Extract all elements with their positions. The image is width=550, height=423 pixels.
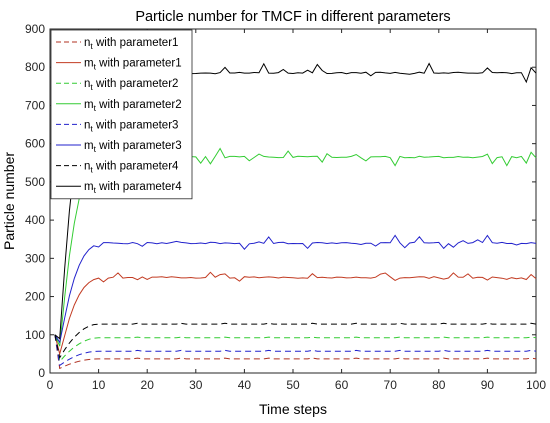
- legend: nt with parameter1 mt with parameter1 nt w…: [50, 29, 193, 200]
- y-tick-label: 700: [25, 98, 45, 112]
- series-line-1: [54, 334, 537, 370]
- x-tick-label: 60: [335, 378, 349, 392]
- series-line-5: [54, 334, 537, 367]
- legend-entry: nt with parameter2: [84, 78, 178, 92]
- y-tick-label: 600: [25, 137, 45, 151]
- legend-entry: mt with parameter4: [84, 181, 182, 195]
- x-tick-label: 90: [481, 378, 495, 392]
- legend-entry: nt with parameter4: [84, 161, 179, 175]
- x-tick-label: 50: [286, 378, 300, 392]
- series-line-3: [54, 334, 537, 363]
- series-line-7: [54, 322, 537, 360]
- x-tick-label: 0: [47, 378, 54, 392]
- y-tick-label: 400: [25, 213, 45, 227]
- x-tick-label: 10: [92, 378, 106, 392]
- series-layer: [54, 62, 537, 370]
- series-line-6: [54, 234, 537, 344]
- legend-entry: nt with parameter1: [84, 37, 178, 51]
- y-tick-label: 900: [25, 22, 45, 36]
- legend-entry: mt with parameter1: [84, 58, 182, 72]
- chart-title: Particle number for TMCF in different pa…: [135, 9, 450, 25]
- x-tick-label: 80: [432, 378, 446, 392]
- legend-entry: mt with parameter3: [84, 140, 182, 154]
- y-tick-label: 800: [25, 60, 45, 74]
- y-tick-label: 300: [25, 251, 45, 265]
- legend-box: [50, 29, 193, 200]
- x-tick-label: 40: [238, 378, 252, 392]
- legend-entry: mt with parameter2: [84, 99, 182, 113]
- x-tick-label: 70: [384, 378, 398, 392]
- x-tick-label: 100: [526, 378, 546, 392]
- y-tick-label: 200: [25, 290, 45, 304]
- y-tick-label: 100: [25, 328, 45, 342]
- y-axis-label: Particle number: [1, 152, 17, 250]
- legend-entry: nt with parameter3: [84, 119, 178, 133]
- x-tick-label: 20: [141, 378, 155, 392]
- x-axis-label: Time steps: [259, 401, 327, 417]
- x-tick-label: 30: [189, 378, 203, 392]
- series-line-2: [54, 271, 537, 356]
- y-tick-label: 0: [38, 366, 45, 380]
- y-tick-label: 500: [25, 175, 45, 189]
